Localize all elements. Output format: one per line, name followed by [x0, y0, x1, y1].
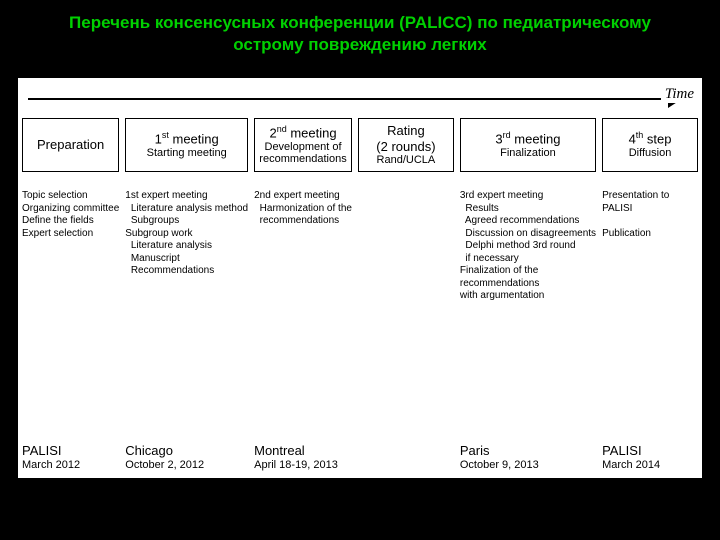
stage-date: March 2014 [602, 459, 698, 472]
detail-line: Harmonization of the [254, 203, 352, 216]
stage-column: 1st meetingStarting meeting 1st expert me… [125, 118, 248, 478]
detail-line: PALISI [602, 203, 698, 216]
stage-column: Rating(2 rounds)Rand/UCLA [358, 118, 454, 478]
arrow-line [28, 98, 670, 100]
detail-line: 1st expert meeting [125, 190, 248, 203]
columns-container: Preparation Topic selectionOrganizing com… [22, 118, 698, 478]
detail-line: Results [460, 203, 596, 216]
detail-line: Define the fields [22, 215, 119, 228]
stage-subtitle: Rand/UCLA [363, 154, 449, 167]
stage-subtitle: Finalization [465, 147, 591, 160]
stage-date: April 18-19, 2013 [254, 459, 352, 472]
stage-column: Preparation Topic selectionOrganizing com… [22, 118, 119, 478]
stage-box: 1st meetingStarting meeting [125, 118, 248, 172]
slide-title: Перечень консенсусных конференции (PALIC… [0, 0, 720, 64]
detail-line: Expert selection [22, 228, 119, 241]
stage-subtitle: Starting meeting [130, 147, 243, 160]
stage-details [358, 190, 454, 340]
stage-details: Presentation toPALISI Publication [602, 190, 698, 340]
stage-subtitle: Diffusion [607, 147, 693, 160]
stage-footer: ParisOctober 9, 2013 [460, 443, 596, 478]
detail-line: Topic selection [22, 190, 119, 203]
stage-title: 3rd meeting [465, 130, 591, 147]
stage-location: Chicago [125, 443, 248, 459]
stage-details: 1st expert meeting Literature analysis m… [125, 190, 248, 340]
timeline-figure: Time Preparation Topic selectionOrganizin… [18, 78, 702, 478]
detail-line: Manuscript [125, 253, 248, 266]
stage-details: 3rd expert meeting Results Agreed recomm… [460, 190, 596, 340]
timeline-arrow: Time [28, 90, 692, 110]
detail-line: recommendations [460, 278, 596, 291]
stage-box: Preparation [22, 118, 119, 172]
stage-column: 3rd meetingFinalization 3rd expert meetin… [460, 118, 596, 478]
stage-footer: PALISIMarch 2012 [22, 443, 119, 478]
detail-line: 3rd expert meeting [460, 190, 596, 203]
stage-box: 2nd meetingDevelopment of recommendation… [254, 118, 352, 172]
stage-date: October 2, 2012 [125, 459, 248, 472]
stage-location: Montreal [254, 443, 352, 459]
stage-box: 4th stepDiffusion [602, 118, 698, 172]
detail-line: with argumentation [460, 290, 596, 303]
stage-column: 2nd meetingDevelopment of recommendation… [254, 118, 352, 478]
stage-footer: PALISIMarch 2014 [602, 443, 698, 478]
stage-location: PALISI [602, 443, 698, 459]
detail-line: Delphi method 3rd round [460, 240, 596, 253]
stage-date: March 2012 [22, 459, 119, 472]
detail-line: if necessary [460, 253, 596, 266]
stage-footer: MontrealApril 18-19, 2013 [254, 443, 352, 478]
detail-line: Organizing committee [22, 203, 119, 216]
detail-line: Literature analysis [125, 240, 248, 253]
detail-line: Literature analysis method [125, 203, 248, 216]
stage-footer: ChicagoOctober 2, 2012 [125, 443, 248, 478]
stage-column: 4th stepDiffusionPresentation toPALISI P… [602, 118, 698, 478]
detail-line: Agreed recommendations [460, 215, 596, 228]
stage-subtitle: Development of recommendations [259, 141, 347, 166]
stage-box: Rating(2 rounds)Rand/UCLA [358, 118, 454, 172]
detail-line: recommendations [254, 215, 352, 228]
stage-date: October 9, 2013 [460, 459, 596, 472]
stage-title: Rating(2 rounds) [363, 123, 449, 154]
detail-line: Finalization of the [460, 265, 596, 278]
detail-line: Publication [602, 228, 698, 241]
slide: Перечень консенсусных конференции (PALIC… [0, 0, 720, 540]
detail-line: Presentation to [602, 190, 698, 203]
stage-title: 2nd meeting [259, 124, 347, 141]
stage-details: Topic selectionOrganizing committeeDefin… [22, 190, 119, 340]
stage-footer [358, 472, 454, 478]
detail-line: Subgroup work [125, 228, 248, 241]
stage-location: Paris [460, 443, 596, 459]
detail-line: Discussion on disagreements [460, 228, 596, 241]
detail-line: Recommendations [125, 265, 248, 278]
detail-line [602, 215, 698, 228]
stage-title: 1st meeting [130, 130, 243, 147]
stage-title: 4th step [607, 130, 693, 147]
detail-line: Subgroups [125, 215, 248, 228]
stage-box: 3rd meetingFinalization [460, 118, 596, 172]
stage-location: PALISI [22, 443, 119, 459]
stage-details: 2nd expert meeting Harmonization of the … [254, 190, 352, 340]
detail-line: 2nd expert meeting [254, 190, 352, 203]
time-label: Time [661, 86, 694, 103]
stage-title: Preparation [27, 137, 114, 153]
